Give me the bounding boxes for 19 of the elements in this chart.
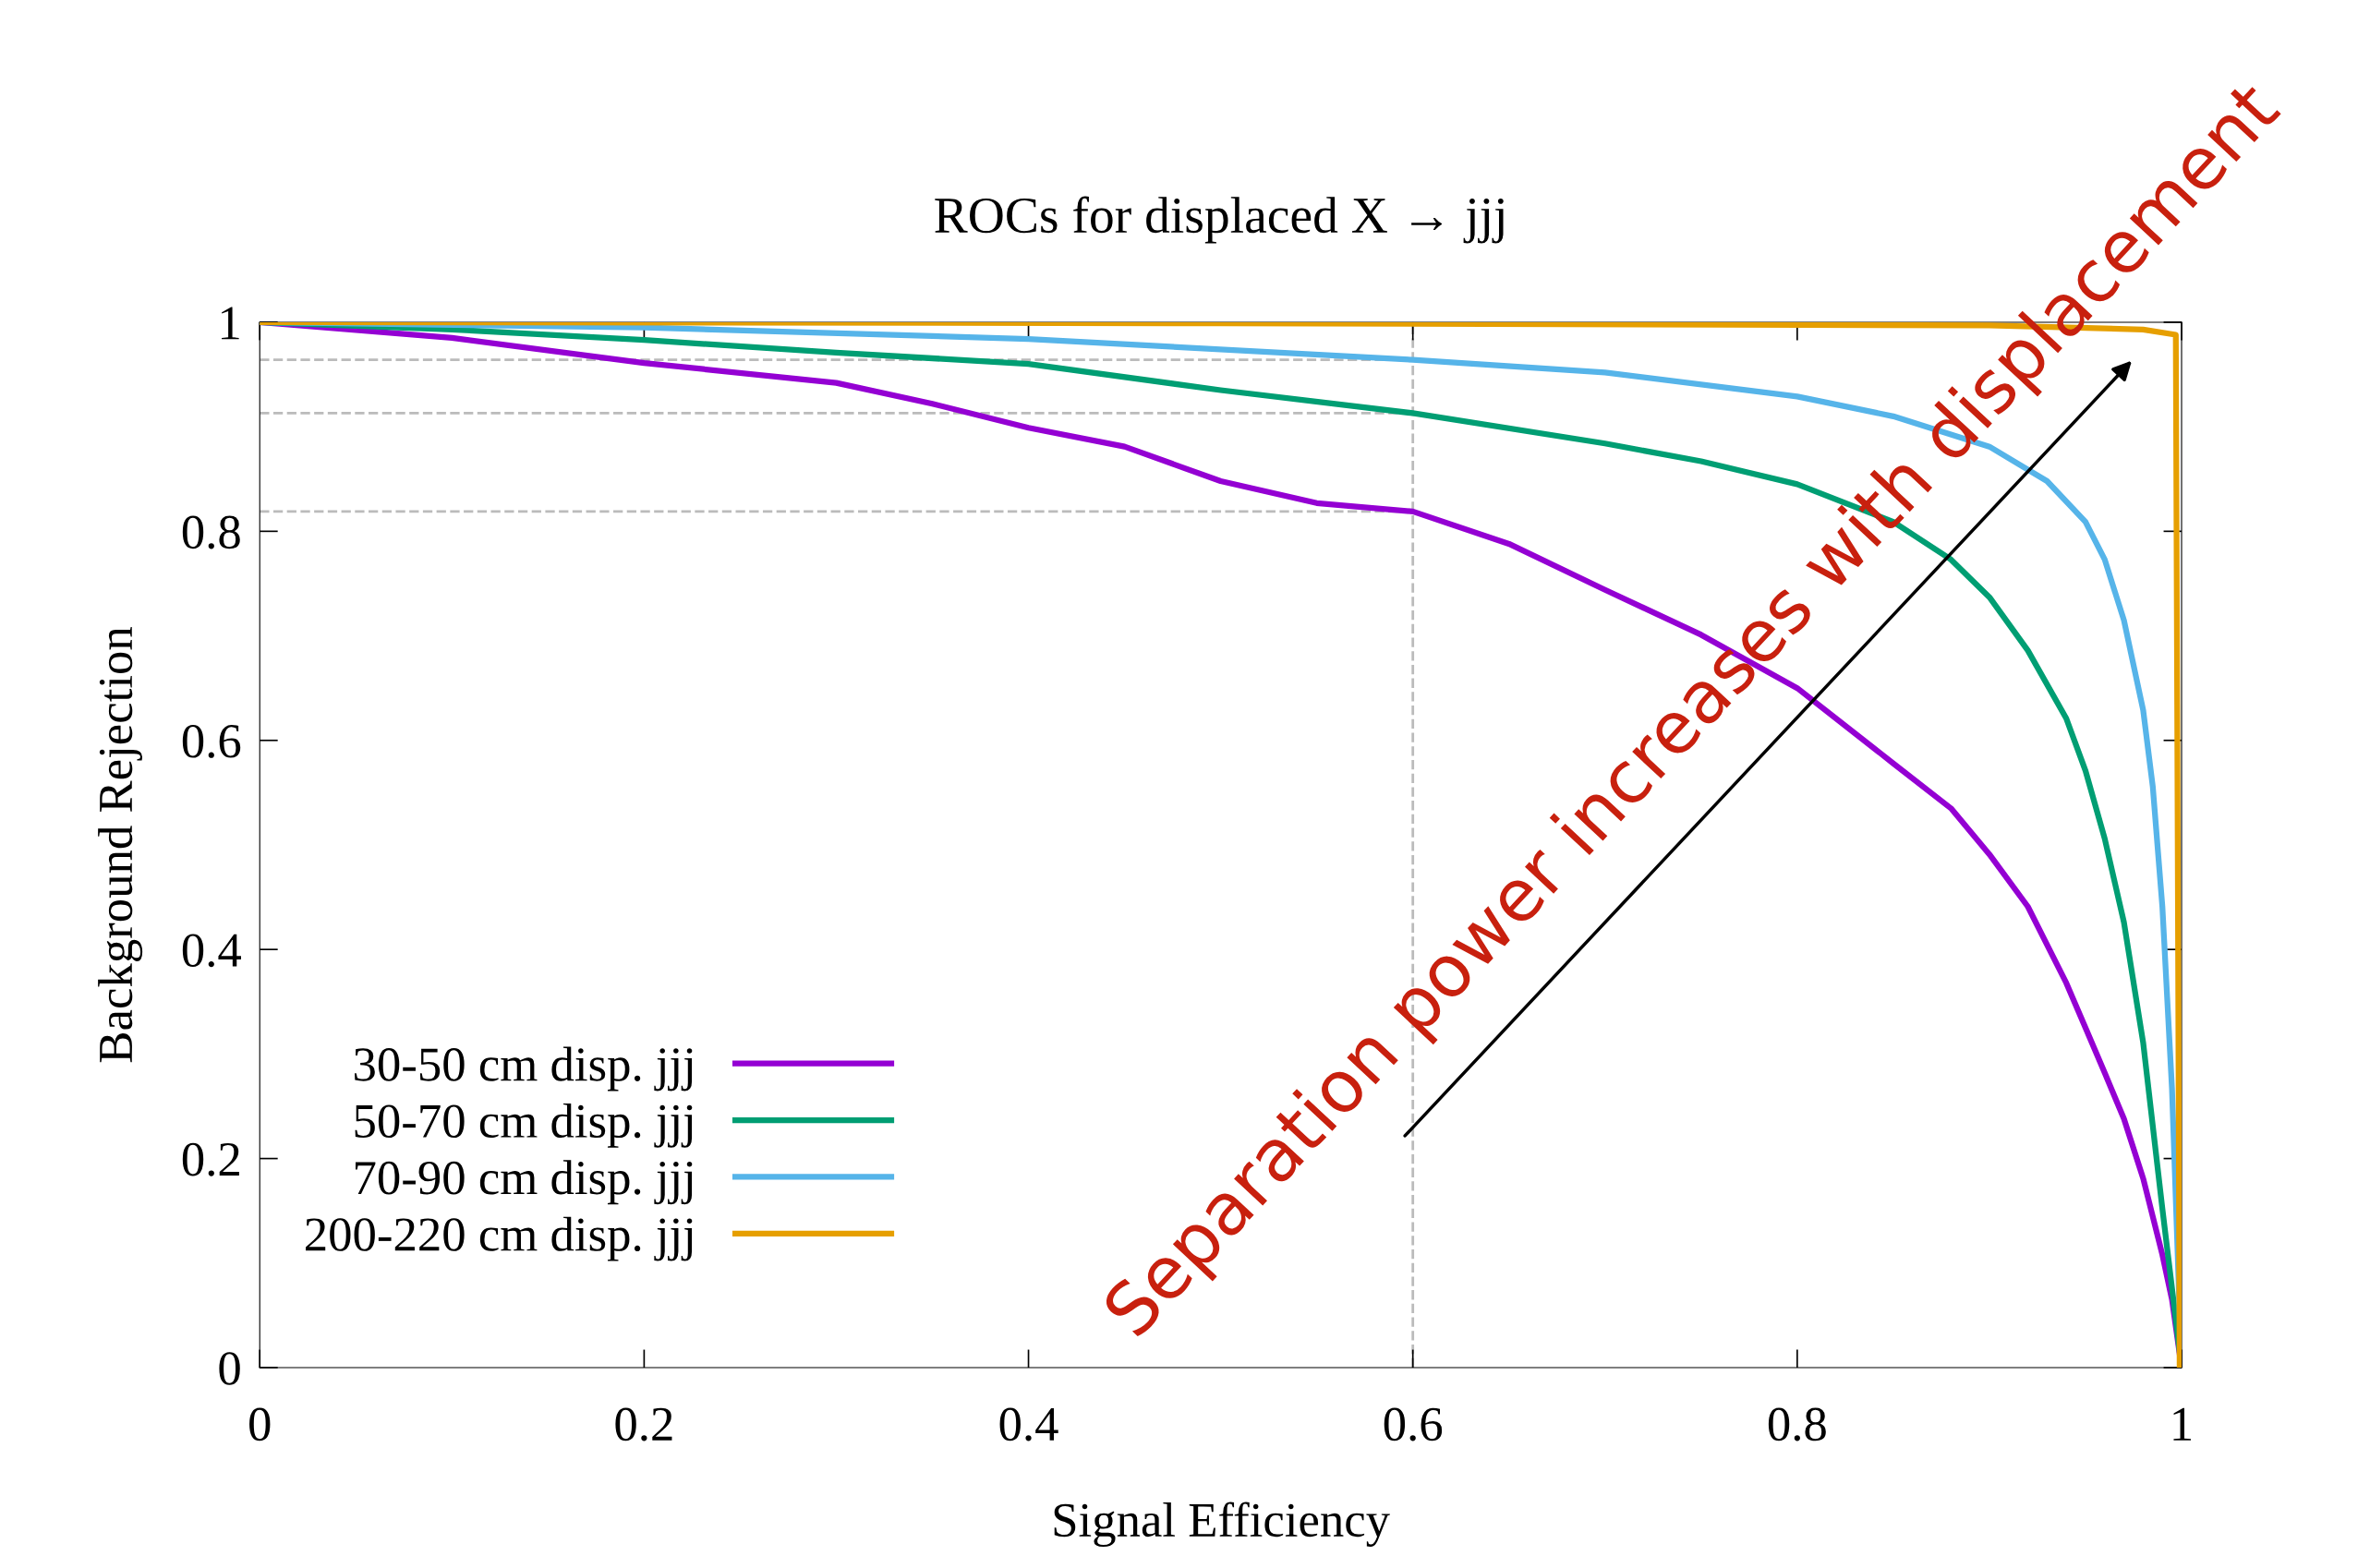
y-tick-label: 0.4	[182, 934, 241, 968]
x-tick-label: 0	[249, 1407, 271, 1441]
x-tick-label: 0.8	[1768, 1407, 1826, 1441]
legend-label: 70-90 cm disp. jjj	[355, 1160, 693, 1205]
y-tick-label: 0.8	[182, 515, 240, 549]
x-tick-label: 0.4	[999, 1407, 1058, 1441]
y-axis-title: Background Rejection	[98, 627, 143, 1063]
chart-title: ROCs for displaced X → jjj	[935, 196, 1504, 244]
legend-label: 30-50 cm disp. jjj	[355, 1046, 693, 1092]
x-tick-label: 1	[2173, 1407, 2192, 1441]
y-tick-label: 0.6	[182, 724, 241, 758]
legend-label: 50-70 cm disp. jjj	[355, 1103, 693, 1148]
y-tick-label: 0	[219, 1352, 240, 1385]
x-axis-title: Signal Efficiency	[1054, 1502, 1390, 1548]
x-tick-label: 0.6	[1384, 1407, 1443, 1441]
x-tick-label: 0.2	[615, 1407, 672, 1441]
legend-label: 200-220 cm disp. jjj	[306, 1216, 693, 1261]
y-tick-label: 0.2	[182, 1142, 239, 1176]
y-tick-label: 1	[222, 307, 239, 340]
